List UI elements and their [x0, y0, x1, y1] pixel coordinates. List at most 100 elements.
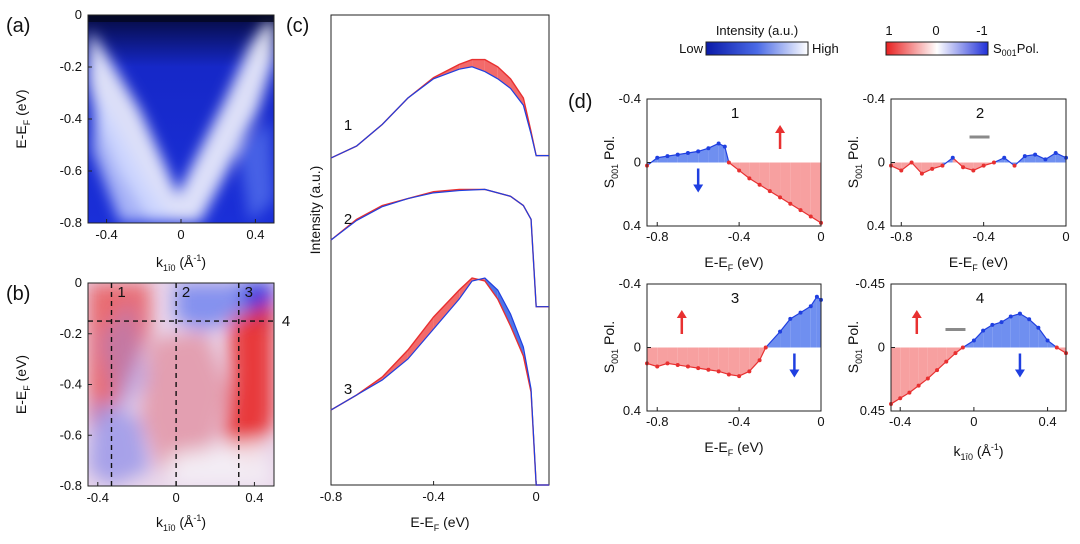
panel-b-ylabel-sub: F [22, 385, 32, 391]
d4-x-tick-label-1: 0 [970, 414, 977, 429]
d4-xlabel-sub: 1ī0 [960, 452, 973, 462]
d4-point-5 [935, 368, 940, 373]
x-tick-label-0: -0.4 [87, 490, 109, 505]
d3-seg-12 [765, 331, 781, 348]
x-tick-label-1: 0 [177, 227, 184, 242]
d4-point-9 [971, 338, 976, 343]
d1-seg-12 [759, 184, 771, 192]
d2-point-16 [1053, 150, 1058, 155]
d4-xlabel: k1ī0 (Å-1) [953, 442, 1003, 462]
arrow-down-icon-head [693, 184, 704, 193]
x-tick-label-1: -0.4 [422, 489, 444, 504]
d3-y-tick-label-1: 0 [634, 340, 641, 355]
panel-b-ylabel-tail: (eV) [13, 355, 29, 385]
arrow-down-icon-head [789, 369, 800, 378]
d1-fill-7 [718, 143, 725, 163]
d2-y-tick-label-1: 0 [878, 155, 885, 170]
d1-point-12 [757, 182, 762, 187]
d3-ylabel-sub: 001 [610, 349, 620, 364]
panel-d2: -0.8 -0.4 0 -0.4 0 0.4 E-EF (eV) S001 Pol. 2 [845, 91, 1070, 273]
d3-fill-13 [780, 318, 791, 348]
panel-b: (b) -0.4 0 0.4 0 -0.2 -0.4 -0.6 -0.8 k1ī0 (Å-1) E… [6, 275, 290, 533]
d1-y-tick-label-0: -0.4 [619, 91, 641, 106]
d1-fill-11 [749, 162, 760, 185]
d2-fill-13 [1024, 154, 1036, 163]
panel-a-ylabel-main: E-E [13, 125, 29, 148]
d3-fill-7 [718, 347, 729, 375]
panel-d4: -0.4 0 0.4 -0.45 0 0.45 k1ī0 (Å-1) S001 Pol. 4 [845, 276, 1068, 462]
d4-fill-16 [1038, 327, 1048, 348]
d2-seg-11 [1003, 157, 1015, 167]
d1-point-8 [722, 144, 727, 149]
edc-3-diff-4 [433, 290, 460, 329]
d4-seg-4 [927, 369, 938, 379]
d4-point-12 [999, 320, 1004, 325]
d2-fill-3 [921, 162, 933, 174]
panel-d3: -0.8 -0.4 0 -0.4 0 0.4 E-EF (eV) S001 Pol. 3 [601, 276, 825, 458]
d4-ylabel: S001 Pol. [845, 321, 864, 373]
d2-point-8 [971, 168, 976, 173]
d3-seg-11 [759, 347, 767, 361]
d4-x-tick-label-2: 0.4 [1039, 414, 1057, 429]
d3-point-16 [808, 304, 813, 309]
d4-point-8 [960, 345, 965, 350]
d3-xlabel-main: E-E [704, 439, 727, 455]
d4-point-7 [953, 351, 958, 356]
d2-seg-15 [1045, 152, 1057, 160]
d3-point-4 [685, 364, 690, 369]
d4-point-16 [1036, 325, 1041, 330]
d2-point-15 [1043, 157, 1048, 162]
panel-c-ylabel: Intensity (a.u.) [307, 166, 323, 255]
d2-point-14 [1033, 152, 1038, 157]
d4-seg-15 [1028, 318, 1039, 329]
d1-fill-3 [677, 152, 688, 163]
d4-point-14 [1017, 311, 1022, 316]
panel-c-xlabel-tail: (eV) [439, 514, 469, 530]
d2-seg-1 [900, 162, 912, 171]
d4-point-1 [898, 396, 903, 401]
panel-c-xlabel-sub: F [434, 523, 440, 533]
d2-xlabel-main: E-E [949, 254, 972, 270]
panel-b-xlabel-sup: -1 [193, 513, 201, 523]
edc-3-up-line [330, 277, 549, 486]
d4-panel-number: 4 [976, 290, 984, 307]
d2-xlabel-sub: F [972, 263, 978, 273]
d1-ylabel: S001 Pol. [601, 136, 620, 188]
panel-a-xlabel-tail: (Å [175, 254, 194, 270]
d1-ylabel-tail: Pol. [601, 136, 617, 164]
x-tick-label-2: 0.4 [246, 227, 264, 242]
d1-point-17 [808, 214, 813, 219]
panel-b-label: (b) [6, 283, 30, 305]
intensity-legend-low: Low [679, 41, 703, 56]
intensity-legend: Intensity (a.u.) Low High [679, 23, 839, 56]
edc-1-up-line [330, 58, 549, 159]
panel-b-ylabel: E-EF (eV) [13, 355, 32, 414]
d1-fill-5 [698, 148, 709, 163]
d1-point-4 [685, 150, 690, 155]
d4-xlabel-end: ) [999, 443, 1004, 459]
d3-point-5 [696, 366, 701, 371]
d4-seg-9 [973, 330, 984, 341]
d2-ylabel: S001 Pol. [845, 136, 864, 188]
d1-point-7 [716, 141, 721, 146]
d1-seg-10 [738, 169, 750, 179]
d1-point-15 [788, 201, 793, 206]
d4-fill-10 [983, 324, 993, 348]
d1-xlabel-main: E-E [704, 254, 727, 270]
d3-x-tick-label-0: -0.8 [646, 414, 668, 429]
x-tick-label-1: 0 [172, 490, 179, 505]
d4-point-11 [990, 322, 995, 327]
d3-fill-2 [667, 347, 678, 365]
d3-point-3 [675, 362, 680, 367]
d3-point-14 [788, 316, 793, 321]
d4-fill-1 [900, 347, 910, 399]
d3-fill-14 [790, 312, 801, 348]
d1-ylabel-sub: 001 [610, 164, 620, 179]
edc-label-3: 3 [344, 381, 352, 398]
d4-ylabel-tail: Pol. [845, 321, 861, 349]
d1-fill-15 [790, 162, 801, 211]
d1-point-6 [706, 146, 711, 151]
d4-xlabel-sup: -1 [991, 442, 999, 452]
d2-point-1 [899, 168, 904, 173]
panel-a: (a) -0.4 0 0.4 0 -0.2 -0.4 -0.6 -0.8 k1ī0 (Å-1) E… [6, 7, 275, 273]
